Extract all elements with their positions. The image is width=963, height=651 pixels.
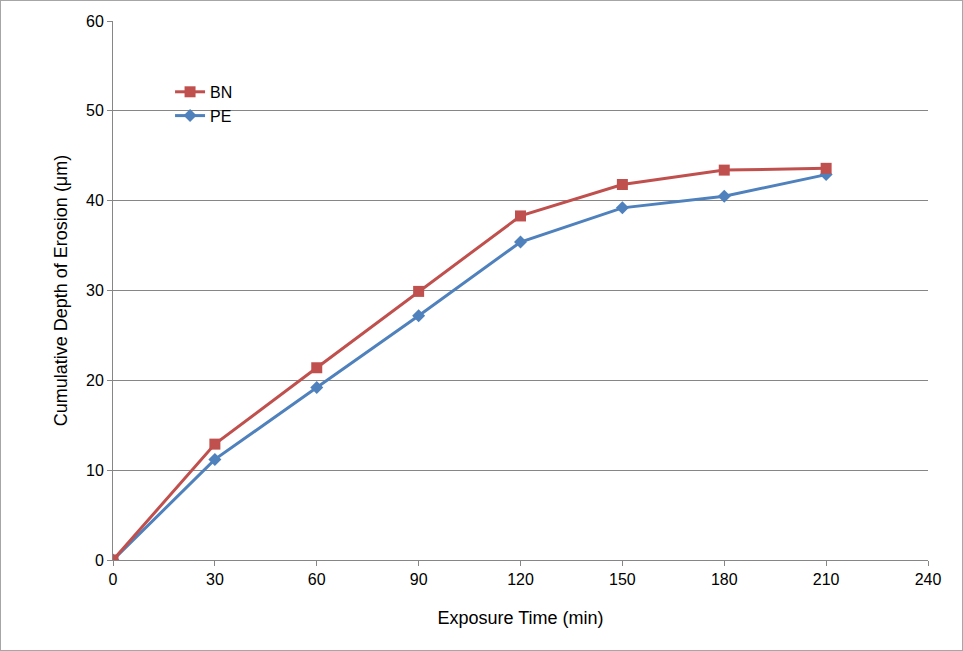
svg-text:40: 40 — [86, 192, 104, 209]
svg-text:0: 0 — [95, 552, 104, 569]
svg-text:30: 30 — [206, 571, 224, 588]
svg-text:150: 150 — [609, 571, 636, 588]
svg-text:210: 210 — [813, 571, 840, 588]
svg-text:120: 120 — [507, 571, 534, 588]
svg-text:Exposure Time (min): Exposure Time (min) — [437, 608, 603, 628]
svg-text:20: 20 — [86, 372, 104, 389]
svg-text:30: 30 — [86, 282, 104, 299]
svg-text:10: 10 — [86, 462, 104, 479]
svg-text:180: 180 — [711, 571, 738, 588]
svg-text:60: 60 — [86, 13, 104, 30]
svg-text:240: 240 — [915, 571, 942, 588]
svg-text:90: 90 — [410, 571, 428, 588]
svg-text:Cumulative Depth of Erosion (μ: Cumulative Depth of Erosion (μm) — [51, 155, 71, 426]
svg-text:0: 0 — [109, 571, 118, 588]
svg-text:50: 50 — [86, 102, 104, 119]
svg-text:60: 60 — [308, 571, 326, 588]
svg-text:BN: BN — [210, 84, 232, 101]
svg-text:PE: PE — [210, 108, 231, 125]
